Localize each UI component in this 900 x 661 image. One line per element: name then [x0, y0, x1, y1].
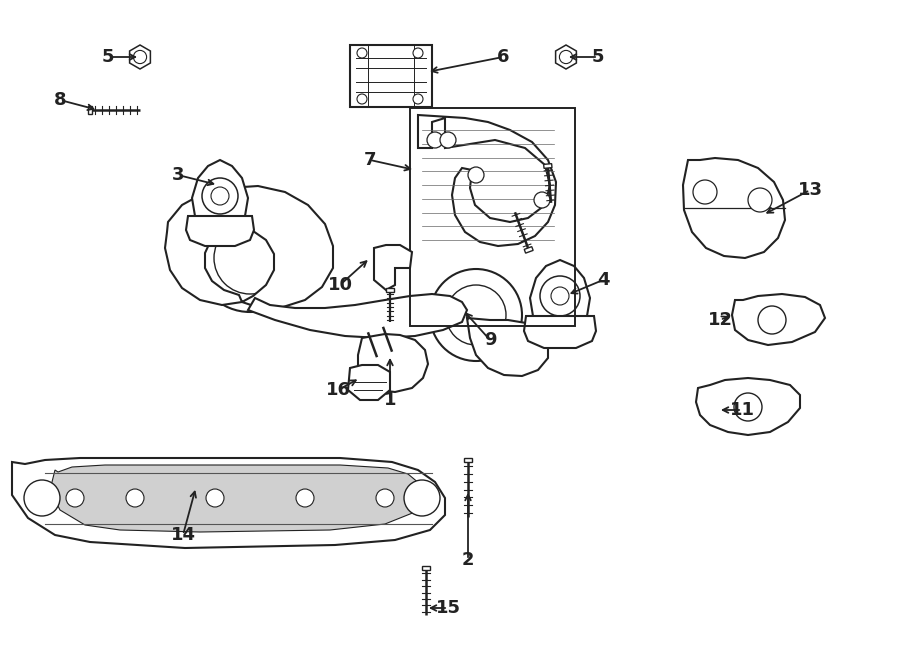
Circle shape [196, 204, 304, 312]
Text: 8: 8 [54, 91, 67, 109]
Circle shape [427, 132, 443, 148]
Bar [410, 108, 575, 326]
Circle shape [560, 50, 572, 63]
Polygon shape [192, 160, 248, 232]
Circle shape [734, 393, 762, 421]
Text: 4: 4 [597, 271, 609, 289]
Polygon shape [530, 260, 590, 332]
Polygon shape [88, 106, 92, 114]
Polygon shape [248, 294, 467, 338]
Circle shape [413, 94, 423, 104]
Text: 15: 15 [436, 599, 461, 617]
Polygon shape [555, 45, 576, 69]
Polygon shape [696, 378, 800, 435]
Circle shape [413, 48, 423, 58]
Circle shape [430, 269, 522, 361]
Circle shape [446, 285, 506, 345]
Circle shape [296, 489, 314, 507]
Polygon shape [348, 365, 390, 400]
Polygon shape [186, 216, 254, 246]
Polygon shape [732, 294, 825, 345]
Circle shape [404, 480, 440, 516]
Circle shape [126, 489, 144, 507]
Text: 1: 1 [383, 391, 396, 409]
Circle shape [211, 187, 229, 205]
Bar [350, 45, 432, 107]
Polygon shape [683, 158, 785, 258]
Text: 7: 7 [364, 151, 376, 169]
Text: 10: 10 [328, 276, 353, 294]
Circle shape [758, 306, 786, 334]
Polygon shape [422, 566, 430, 570]
Polygon shape [358, 334, 428, 392]
Circle shape [693, 180, 717, 204]
Circle shape [24, 480, 60, 516]
Circle shape [376, 489, 394, 507]
Polygon shape [130, 45, 150, 69]
Text: 14: 14 [170, 526, 195, 544]
Polygon shape [12, 458, 445, 548]
Polygon shape [374, 245, 412, 290]
Circle shape [133, 50, 147, 63]
Text: 3: 3 [172, 166, 184, 184]
Text: 6: 6 [497, 48, 509, 66]
Text: 11: 11 [730, 401, 754, 419]
Text: 5: 5 [102, 48, 114, 66]
Circle shape [551, 287, 569, 305]
Text: 12: 12 [707, 311, 733, 329]
Circle shape [202, 178, 238, 214]
Circle shape [468, 167, 484, 183]
Text: 2: 2 [462, 551, 474, 569]
Text: 13: 13 [797, 181, 823, 199]
Polygon shape [524, 247, 533, 253]
Polygon shape [418, 115, 556, 246]
Circle shape [748, 188, 772, 212]
Text: 5: 5 [592, 48, 604, 66]
Circle shape [214, 222, 286, 294]
Polygon shape [524, 316, 596, 348]
Polygon shape [544, 164, 552, 169]
Polygon shape [464, 458, 472, 462]
Circle shape [66, 489, 84, 507]
Circle shape [440, 132, 456, 148]
Circle shape [534, 192, 550, 208]
Text: 9: 9 [484, 331, 496, 349]
Circle shape [540, 276, 580, 316]
Circle shape [206, 489, 224, 507]
Circle shape [357, 94, 367, 104]
Polygon shape [467, 318, 548, 376]
Polygon shape [50, 465, 425, 532]
Text: 16: 16 [326, 381, 350, 399]
Polygon shape [386, 288, 394, 292]
Polygon shape [165, 186, 333, 308]
Circle shape [357, 48, 367, 58]
